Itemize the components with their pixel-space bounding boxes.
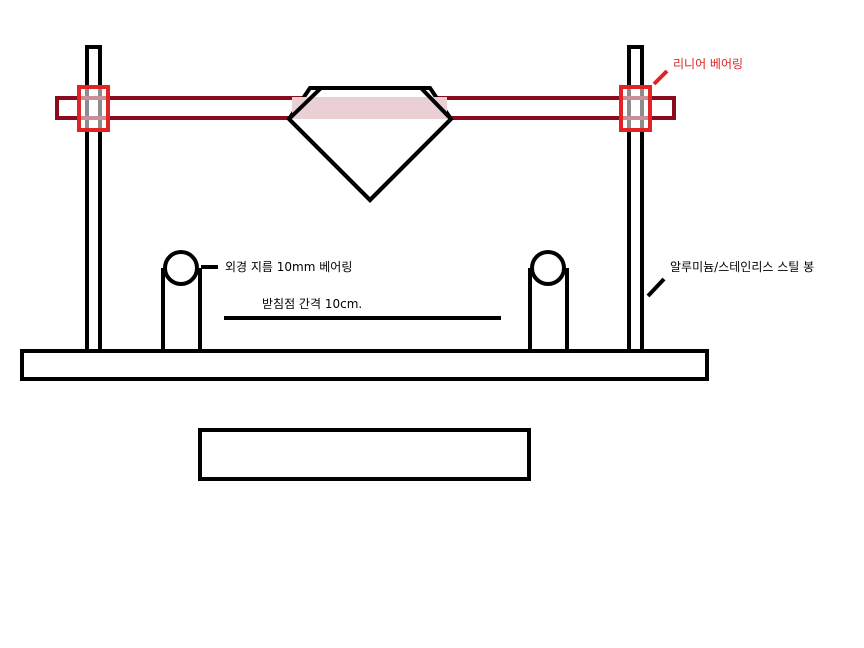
indenter-left-slant [287,86,323,121]
indenter-v-edges [287,117,453,203]
rod-material-label: 알루미늄/스테인리스 스틸 봉 [670,260,814,274]
linear-bearing-leader [652,69,669,86]
linear-bearing-label: 리니어 베어링 [673,57,743,71]
right-linear-bearing [619,85,652,132]
left-support-bearing [163,250,199,286]
base-plate [20,349,709,381]
lower-block [198,428,531,481]
rod-material-leader [646,277,666,298]
indenter-right-slant [419,86,453,121]
support-spacing-label: 받침점 간격 10cm. [262,297,362,311]
right-support-bearing [530,250,566,286]
left-linear-bearing [77,85,110,132]
outer-bearing-label: 외경 지름 10mm 베어링 [225,260,352,274]
